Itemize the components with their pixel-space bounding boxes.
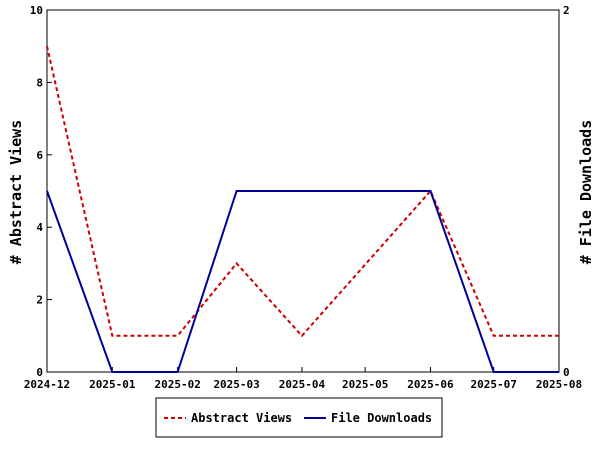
legend: Abstract Views File Downloads <box>155 397 443 438</box>
x-tick-label: 2025-08 <box>536 378 582 391</box>
y2-tick-label: 0 <box>563 366 570 379</box>
x-tick-label: 2025-07 <box>471 378 517 391</box>
y-axis-title: # Abstract Views <box>7 120 25 265</box>
series-layer <box>46 45 559 373</box>
y2-axis-title: # File Downloads <box>577 120 595 265</box>
series-line-file-downloads <box>46 190 559 373</box>
legend-label-file-downloads: File Downloads <box>331 411 432 425</box>
x-axis-ticks: 2024-12 2025-01 2025-02 2025-03 2025-04 2025-… <box>24 367 582 391</box>
y-tick-label: 6 <box>36 149 43 162</box>
y-tick-label: 4 <box>36 221 43 234</box>
series-line-abstract-views <box>46 45 559 338</box>
x-tick-label: 2025-03 <box>213 378 259 391</box>
x-tick-label: 2025-04 <box>279 378 326 391</box>
x-tick-label: 2025-01 <box>89 378 136 391</box>
x-tick-label: 2025-02 <box>154 378 200 391</box>
y-tick-label: 8 <box>36 76 43 89</box>
y2-axis-ticks: 02 <box>554 4 570 379</box>
x-tick-label: 2024-12 <box>24 378 70 391</box>
y-axis-ticks: 0 2 4 6 8 10 <box>30 4 52 379</box>
y-tick-label: 2 <box>36 294 43 307</box>
legend-box <box>155 397 443 438</box>
y-tick-label: 0 <box>36 366 43 379</box>
x-tick-label: 2025-06 <box>407 378 454 391</box>
legend-label-abstract-views: Abstract Views <box>191 411 292 425</box>
y-tick-label: 10 <box>30 4 43 17</box>
x-tick-label: 2025-05 <box>342 378 388 391</box>
y2-tick-label: 2 <box>563 4 570 17</box>
